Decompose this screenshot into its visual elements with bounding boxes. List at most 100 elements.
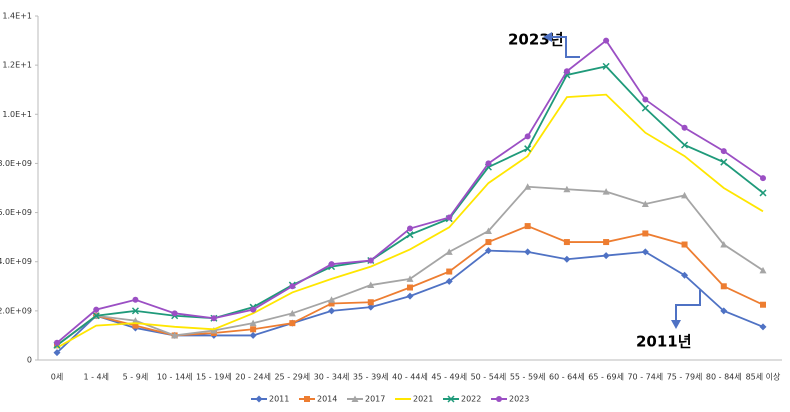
point [720, 158, 728, 166]
point [289, 320, 296, 327]
arrow [675, 290, 701, 322]
x-tick-label: 70 - 74세 [627, 373, 663, 382]
point [328, 261, 335, 268]
legend-marker [447, 395, 455, 403]
y-tick-label: 4.0E+09 [0, 257, 32, 266]
legend-marker [255, 395, 263, 403]
y-tick-label: 1.0E+1 [2, 110, 32, 119]
point [446, 214, 453, 221]
point [563, 239, 570, 246]
point [681, 191, 689, 199]
point [445, 248, 453, 255]
point [603, 239, 610, 246]
y-tick-label: 1.4E+1 [2, 12, 32, 21]
point [407, 225, 413, 232]
point [681, 141, 689, 149]
point [485, 239, 492, 246]
point [328, 296, 336, 303]
x-tick-label: 10 - 14세 [157, 373, 193, 382]
point [210, 315, 217, 322]
point [367, 303, 375, 311]
point [759, 266, 767, 274]
point [602, 188, 610, 195]
point [445, 277, 453, 285]
point [484, 227, 492, 234]
legend-label: 2011 [269, 395, 289, 404]
point [328, 300, 335, 307]
point [288, 309, 296, 317]
point [720, 241, 728, 248]
point [131, 307, 139, 315]
point [602, 252, 610, 260]
point [406, 231, 414, 239]
point [406, 275, 414, 282]
point [681, 241, 688, 248]
point [210, 327, 218, 334]
point [250, 326, 257, 333]
x-tick-label: 45 - 49세 [431, 373, 467, 382]
point [642, 230, 649, 237]
point [563, 68, 570, 75]
point [642, 96, 649, 103]
point [367, 281, 375, 289]
x-tick-label: 5 - 9세 [123, 373, 149, 382]
x-tick-label: 0세 [51, 373, 63, 382]
point [641, 200, 649, 207]
annotation: 2011년 [636, 333, 692, 351]
y-tick-label: 6.0E+09 [0, 208, 32, 217]
point [485, 160, 492, 167]
point [171, 331, 179, 339]
point [249, 319, 257, 327]
x-tick-label: 25 - 29세 [274, 373, 310, 382]
y-tick-label: 1.2E+1 [2, 61, 32, 70]
x-tick-label: 65 - 69세 [588, 373, 624, 382]
point [249, 331, 257, 339]
point [484, 247, 492, 255]
legend-marker [351, 395, 359, 402]
arrow [550, 36, 580, 58]
point [132, 296, 139, 303]
x-tick-label: 85세 이상 [746, 372, 781, 382]
point [563, 185, 571, 193]
x-tick-label: 40 - 44세 [392, 373, 428, 382]
point [720, 283, 727, 290]
x-tick-label: 1 - 4세 [83, 373, 109, 382]
point [54, 339, 60, 346]
legend-marker [496, 396, 502, 402]
point [641, 104, 649, 112]
point [681, 124, 688, 131]
point [760, 301, 766, 308]
point [289, 283, 296, 290]
legend-label: 2017 [365, 395, 385, 404]
x-tick-label: 60 - 64세 [549, 373, 585, 382]
point [92, 312, 100, 320]
point [524, 145, 532, 153]
point [524, 223, 531, 230]
point [406, 292, 414, 300]
point [250, 306, 257, 313]
x-tick-label: 35 - 39세 [353, 373, 389, 382]
arrow-head [671, 320, 681, 329]
annotation: 2023년 [508, 31, 564, 49]
y-tick-label: 0 [27, 356, 32, 365]
point [171, 310, 178, 317]
point [131, 317, 139, 324]
point [407, 284, 413, 291]
point [93, 306, 100, 313]
point [720, 307, 728, 315]
legend-label: 2014 [317, 395, 337, 404]
series-line [56, 93, 764, 349]
x-tick-label: 20 - 24세 [235, 373, 271, 382]
series-line [56, 185, 764, 346]
point [760, 175, 766, 182]
point [132, 322, 139, 329]
point [641, 248, 649, 256]
arrow-head [543, 32, 552, 42]
point [524, 248, 532, 256]
point [759, 323, 767, 331]
point [367, 299, 374, 306]
point [603, 37, 610, 44]
point [524, 183, 532, 190]
x-tick-label: 30 - 34세 [314, 373, 350, 382]
